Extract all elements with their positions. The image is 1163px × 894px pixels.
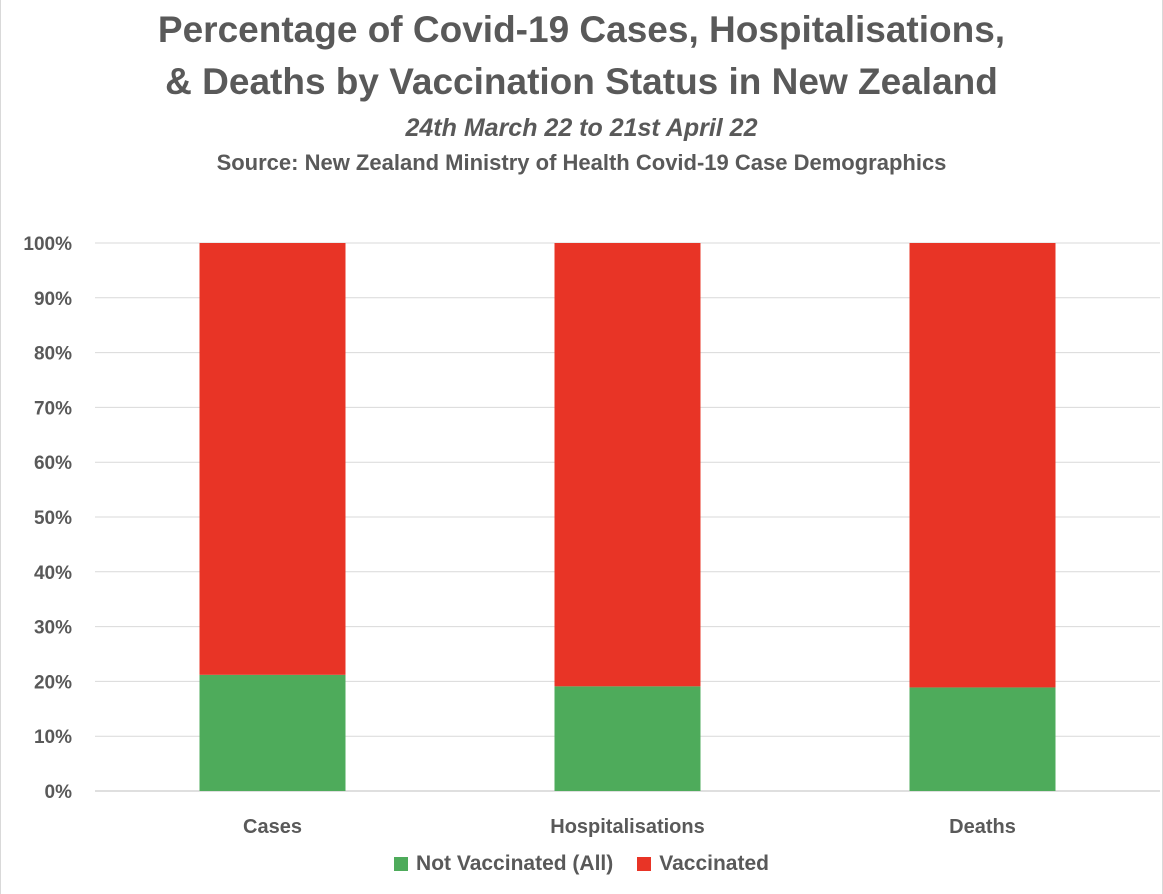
- y-tick-label: 60%: [34, 453, 72, 474]
- bar-hospitalisations-vaccinated: [554, 243, 701, 687]
- legend-item-not-vaccinated: Not Vaccinated (All): [394, 852, 613, 876]
- chart-source: Source: New Zealand Ministry of Health C…: [216, 150, 947, 175]
- bar-cases-vaccinated: [199, 243, 346, 675]
- legend-swatch: [637, 857, 652, 871]
- bar-cases-not-vaccinated: [199, 674, 346, 791]
- y-tick-label: 70%: [34, 398, 72, 419]
- legend-swatch: [394, 857, 409, 871]
- y-tick-label: 40%: [34, 563, 72, 584]
- bar-hospitalisations-not-vaccinated: [554, 686, 701, 791]
- legend-item-vaccinated: Vaccinated: [637, 852, 769, 876]
- x-category-label: Hospitalisations: [550, 816, 704, 838]
- x-axis-category-labels: Cases Hospitalisations Deaths: [243, 816, 1016, 838]
- bars: [199, 243, 1056, 791]
- chart-title-line-1: Percentage of Covid-19 Cases, Hospitalis…: [157, 9, 1006, 50]
- y-axis-tick-labels: 0% 10% 20% 30% 40% 50% 60% 70% 80% 90% 100%: [23, 234, 72, 803]
- y-tick-label: 50%: [34, 508, 72, 529]
- bar-deaths-not-vaccinated: [909, 687, 1056, 791]
- y-tick-label: 20%: [34, 672, 72, 693]
- y-tick-label: 10%: [34, 727, 72, 748]
- chart-subtitle: 24th March 22 to 21st April 22: [405, 114, 758, 142]
- y-tick-label: 80%: [34, 344, 72, 365]
- y-tick-label: 90%: [34, 289, 72, 310]
- chart-title-line-2: & Deaths by Vaccination Status in New Ze…: [165, 61, 998, 102]
- legend-label: Vaccinated: [659, 852, 769, 875]
- x-category-label: Deaths: [949, 816, 1016, 838]
- y-tick-label: 100%: [23, 234, 72, 255]
- x-category-label: Cases: [243, 816, 302, 838]
- y-tick-label: 0%: [45, 782, 73, 803]
- legend: Not Vaccinated (All) Vaccinated: [0, 852, 1163, 876]
- y-tick-label: 30%: [34, 618, 72, 639]
- legend-label: Not Vaccinated (All): [416, 852, 614, 875]
- bar-deaths-vaccinated: [909, 243, 1056, 688]
